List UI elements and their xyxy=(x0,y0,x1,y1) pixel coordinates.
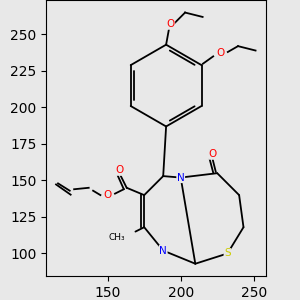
Text: CH₃: CH₃ xyxy=(109,233,125,242)
Text: O: O xyxy=(167,19,175,29)
Text: O: O xyxy=(209,149,217,159)
Text: O: O xyxy=(216,48,225,59)
Text: N: N xyxy=(177,172,184,183)
Text: O: O xyxy=(103,190,112,200)
Text: O: O xyxy=(115,165,124,175)
Text: N: N xyxy=(159,246,167,256)
Text: S: S xyxy=(224,248,231,259)
